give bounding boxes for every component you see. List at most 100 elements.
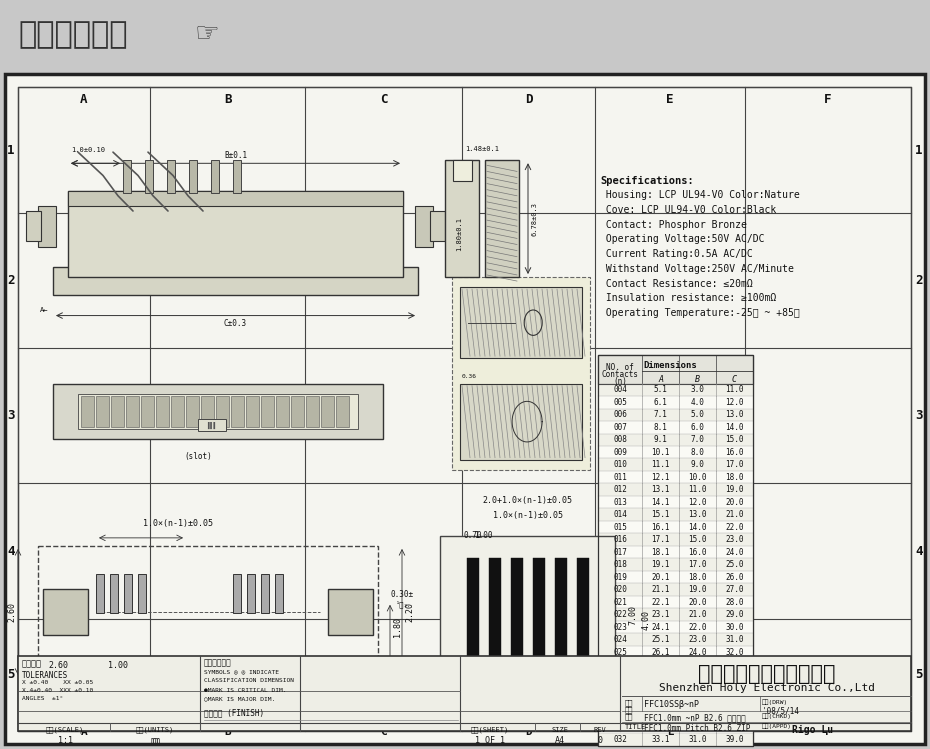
Bar	[598, 583, 753, 595]
Text: FFC10SSβ~nP: FFC10SSβ~nP	[644, 700, 699, 709]
Text: 006: 006	[613, 410, 627, 419]
Text: E: E	[667, 727, 673, 737]
Text: 29.0: 29.0	[688, 710, 707, 719]
Text: ANGLES  ±1°: ANGLES ±1°	[22, 697, 63, 701]
Bar	[145, 160, 153, 192]
Text: 4.00: 4.00	[642, 610, 651, 630]
Text: 33.1: 33.1	[651, 735, 670, 744]
Bar	[138, 574, 146, 613]
Text: 3: 3	[915, 409, 923, 422]
Text: 36.0: 36.0	[725, 697, 744, 706]
Bar	[198, 419, 226, 431]
Text: C: C	[379, 93, 387, 106]
Text: 21.1: 21.1	[651, 585, 670, 594]
Text: Dimensions: Dimensions	[644, 361, 697, 370]
Text: 011: 011	[613, 473, 627, 482]
Bar	[53, 383, 383, 440]
Bar	[598, 521, 753, 533]
Text: 16.0: 16.0	[725, 448, 744, 457]
Text: 2.0+1.0×(n-1)±0.05: 2.0+1.0×(n-1)±0.05	[483, 497, 573, 506]
Text: ☞: ☞	[195, 20, 219, 49]
Text: 20.1: 20.1	[651, 572, 670, 582]
Bar	[233, 160, 241, 192]
Text: 17.1: 17.1	[651, 535, 670, 544]
Text: 5.0: 5.0	[691, 410, 704, 419]
Bar	[598, 671, 753, 683]
Text: F: F	[824, 714, 831, 727]
Text: 1.00: 1.00	[474, 531, 493, 540]
Text: B: B	[695, 375, 700, 384]
Text: 34.0: 34.0	[725, 673, 744, 682]
Text: 16.0: 16.0	[688, 548, 707, 557]
Text: 37.0: 37.0	[725, 710, 744, 719]
Text: 016: 016	[613, 535, 627, 544]
Bar	[231, 395, 244, 427]
Bar	[440, 536, 615, 693]
Bar	[43, 589, 88, 635]
Text: 027: 027	[613, 673, 627, 682]
Bar	[598, 709, 753, 721]
Text: 4.0: 4.0	[691, 398, 704, 407]
Text: 28.1: 28.1	[651, 673, 670, 682]
Text: 26.0: 26.0	[725, 572, 744, 582]
Text: Rigo Lu: Rigo Lu	[792, 724, 833, 735]
Text: 29.1: 29.1	[651, 685, 670, 694]
Text: 比例(SCALE): 比例(SCALE)	[46, 727, 84, 733]
Text: 单位(UNITS): 单位(UNITS)	[136, 727, 174, 733]
Text: 015: 015	[613, 523, 627, 532]
Text: Specifications:: Specifications:	[600, 175, 694, 186]
Text: 深圳市宏利电子有限公司: 深圳市宏利电子有限公司	[698, 664, 835, 684]
Text: REV: REV	[593, 727, 606, 733]
Bar	[68, 191, 403, 277]
Bar	[201, 395, 214, 427]
Text: 31.0: 31.0	[725, 635, 744, 644]
Text: 2.60: 2.60	[48, 661, 68, 670]
Text: 检验尺寸标示: 检验尺寸标示	[204, 658, 232, 667]
Bar	[233, 574, 241, 613]
Text: A: A	[80, 714, 87, 727]
Text: 21.0: 21.0	[688, 610, 707, 619]
Text: A4: A4	[555, 736, 565, 745]
Text: 025: 025	[613, 648, 627, 657]
Bar	[485, 160, 519, 277]
Text: CLASSIFICATION DIMENSION: CLASSIFICATION DIMENSION	[204, 678, 294, 683]
Text: FFC1.0mm ~nP B2.6 上接半包: FFC1.0mm ~nP B2.6 上接半包	[644, 714, 746, 723]
Bar	[445, 160, 479, 277]
Text: 021: 021	[613, 598, 627, 607]
Text: 012: 012	[613, 485, 627, 494]
Bar	[124, 574, 132, 613]
Text: 0.70: 0.70	[463, 531, 482, 540]
Bar	[598, 496, 753, 509]
Text: Operating Voltage:50V AC/DC: Operating Voltage:50V AC/DC	[600, 234, 764, 244]
Text: '08/5/14: '08/5/14	[762, 706, 799, 715]
Text: 18.0: 18.0	[688, 572, 707, 582]
Text: 0.36: 0.36	[462, 374, 477, 380]
Text: 15.1: 15.1	[651, 510, 670, 519]
Text: NO. of: NO. of	[606, 363, 634, 372]
Text: 在线图纸下载: 在线图纸下载	[18, 20, 127, 49]
Bar	[68, 191, 403, 206]
Text: Operating Temperature:-25℃ ~ +85℃: Operating Temperature:-25℃ ~ +85℃	[600, 308, 800, 318]
Text: 022: 022	[613, 610, 627, 619]
Text: 33.0: 33.0	[725, 660, 744, 669]
Bar	[598, 434, 753, 446]
Text: 12.0: 12.0	[688, 497, 707, 506]
Bar	[598, 421, 753, 434]
Text: 一般公差: 一般公差	[22, 660, 42, 669]
Text: 019: 019	[613, 572, 627, 582]
Text: 24.0: 24.0	[725, 548, 744, 557]
Bar	[275, 574, 283, 613]
Text: 32.0: 32.0	[725, 648, 744, 657]
Text: 008: 008	[613, 435, 627, 444]
Text: TITLE: TITLE	[625, 724, 646, 730]
Text: 018: 018	[613, 560, 627, 569]
Bar	[38, 546, 378, 678]
Text: 13.0: 13.0	[688, 510, 707, 519]
Text: D: D	[525, 727, 532, 737]
Text: 19.1: 19.1	[651, 560, 670, 569]
Bar	[38, 206, 56, 246]
Bar	[598, 355, 753, 746]
Text: 005: 005	[613, 398, 627, 407]
Text: Contact: Phosphor Bronze: Contact: Phosphor Bronze	[600, 219, 747, 230]
Text: 图号: 图号	[625, 706, 633, 713]
